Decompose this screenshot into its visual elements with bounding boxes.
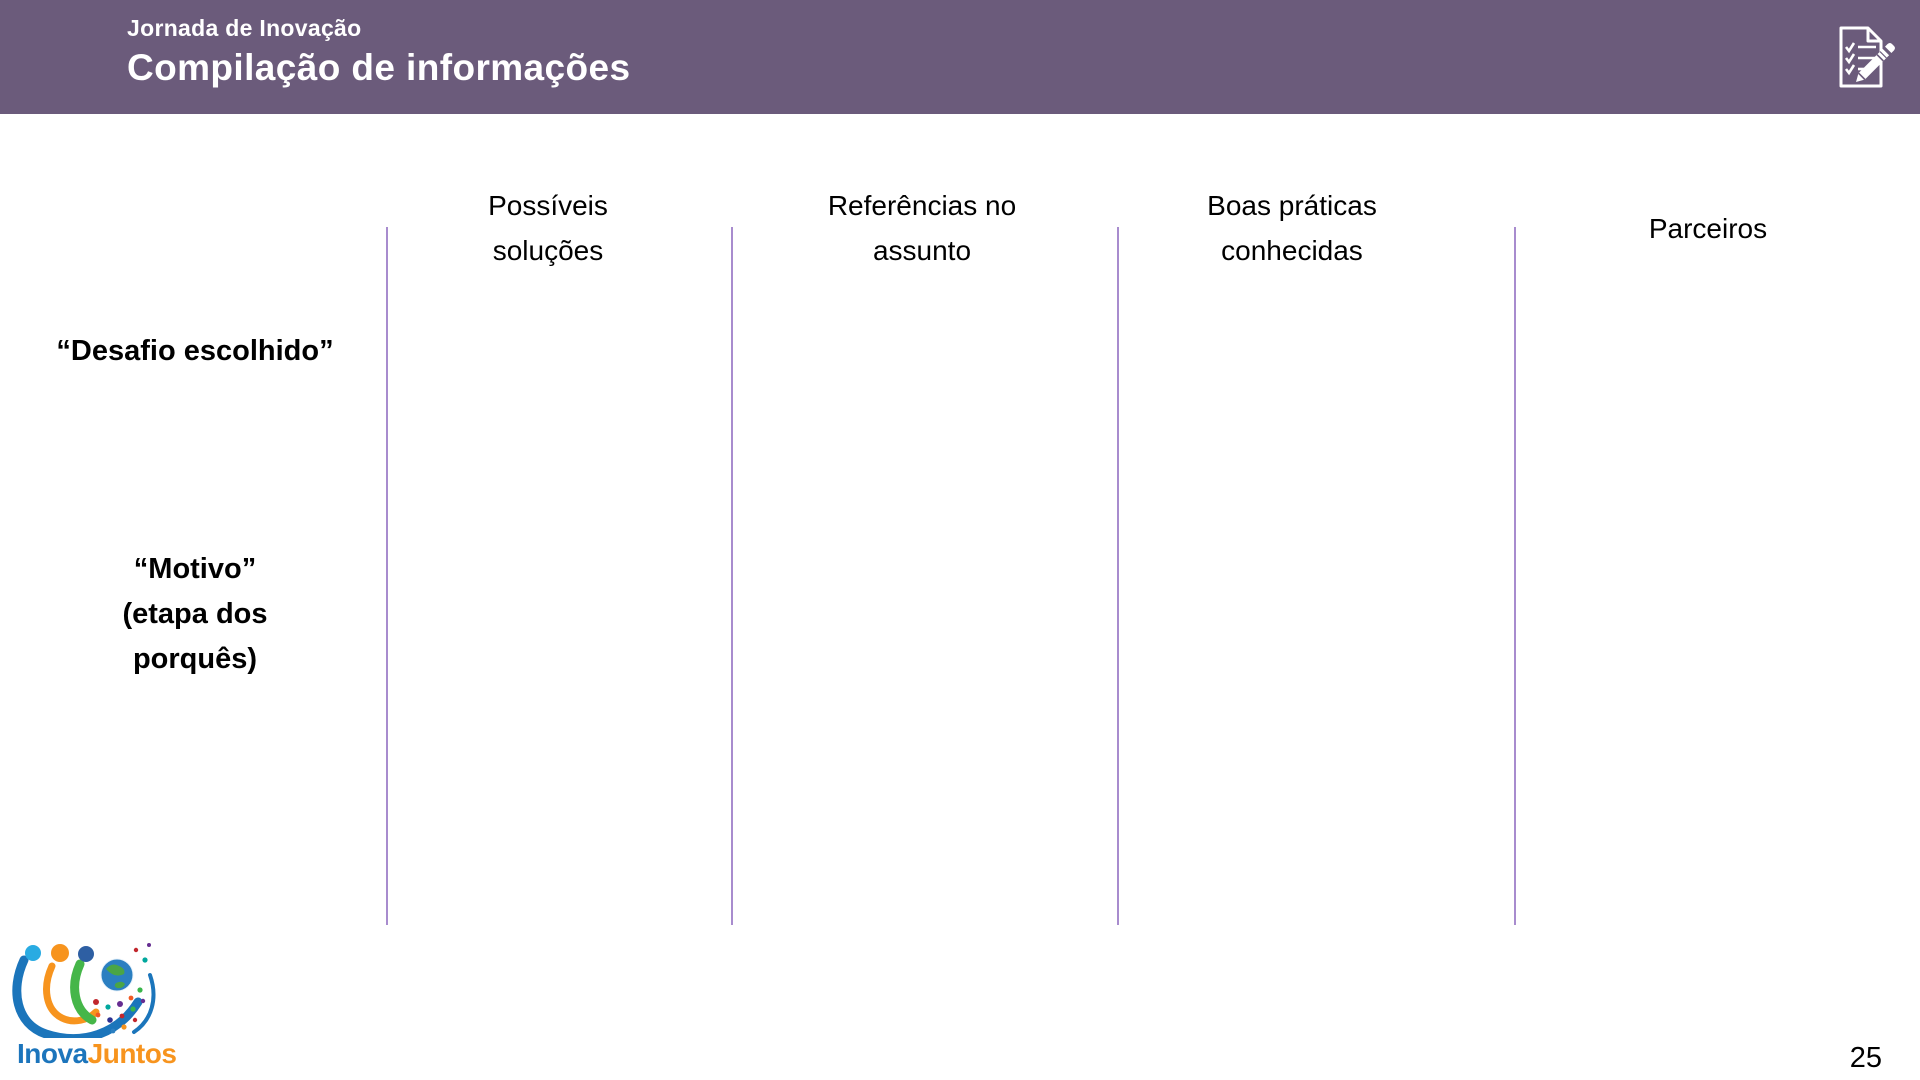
row-label-motivo: “Motivo” (etapa dos porquês) (122, 553, 268, 675)
column-divider-3 (1117, 227, 1119, 925)
column-header-boas-praticas-conhecidas: Boas práticas conhecidas (1207, 190, 1377, 266)
slide-header-bar: Jornada de Inovação Compilação de inform… (0, 0, 1920, 114)
logo-wordmark-inova: Inova (17, 1038, 88, 1069)
column-divider-1 (386, 227, 388, 925)
checklist-pencil-icon (1839, 26, 1895, 88)
header-kicker: Jornada de Inovação (127, 15, 362, 41)
column-header-possiveis-solucoes: Possíveis soluções (488, 190, 608, 266)
column-divider-2 (731, 227, 733, 925)
row-label-desafio-escolhido: “Desafio escolhido” (56, 335, 334, 367)
inovajuntos-logo-icon (12, 943, 156, 1038)
page-number: 25 (1849, 1042, 1882, 1074)
page-title: Compilação de informações (127, 47, 631, 88)
logo-wordmark: InovaJuntos (17, 1038, 177, 1070)
column-header-parceiros: Parceiros (1648, 212, 1768, 244)
column-header-referencias-no-assunto: Referências no assunto (827, 190, 1017, 266)
column-divider-4 (1514, 227, 1516, 925)
logo-wordmark-juntos: Juntos (87, 1038, 177, 1069)
